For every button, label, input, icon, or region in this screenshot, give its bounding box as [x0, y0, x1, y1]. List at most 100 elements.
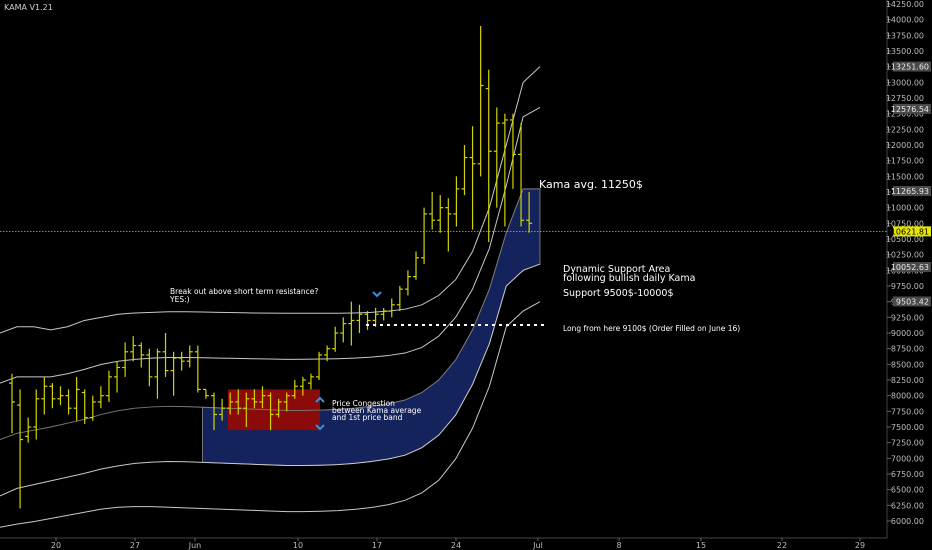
kama-avg-annotation: Kama avg. 11250$ [539, 178, 643, 191]
ohlc-bar [445, 198, 452, 252]
date-tick-label: 15 [696, 541, 706, 550]
price-label-box [893, 61, 931, 72]
price-tick-label: 13500.00 [886, 47, 924, 56]
date-tick-label: 22 [777, 541, 787, 550]
dynamic-support-label-1: Dynamic Support Area [563, 264, 670, 275]
date-tick-label: 8 [616, 541, 621, 550]
price-tick-label: 6500.00 [891, 486, 924, 495]
ohlc-bar [429, 192, 436, 230]
date-tick-label: 10 [293, 541, 303, 550]
price-tick-label: 10500.00 [886, 235, 924, 244]
ohlc-bar [388, 298, 395, 318]
price-tick-label: 8000.00 [891, 392, 924, 401]
date-tick-label: 29 [855, 541, 865, 550]
ohlc-bar [33, 389, 40, 440]
price-tick-label: 13000.00 [886, 78, 924, 87]
price-tick-label: 11500.00 [886, 172, 924, 181]
ohlc-bar [421, 207, 428, 265]
price-tick-label: 6250.00 [891, 501, 924, 510]
ohlc-bar [49, 383, 56, 409]
ohlc-bar [170, 351, 177, 396]
support-range-label: Support 9500$-10000$ [563, 288, 674, 299]
ohlc-bar [324, 345, 331, 362]
ohlc-bar [138, 342, 145, 368]
ohlc-bar [348, 301, 355, 346]
ohlc-bar [202, 388, 209, 399]
price-tick-label: 7250.00 [891, 439, 924, 448]
breakout-arrow-icon [372, 291, 382, 298]
breakout-label-2: YES:) [169, 295, 190, 304]
price-tick-label: 7750.00 [891, 407, 924, 416]
price-label-text: 10621.81 [891, 227, 929, 236]
price-label-box [893, 186, 931, 197]
ohlc-bar [235, 389, 242, 415]
lower-band-2-line [0, 301, 541, 528]
ohlc-bar [154, 348, 161, 399]
arrows [315, 291, 382, 431]
date-tick-label: 27 [130, 541, 140, 550]
indicator-title: KAMA V1.21 [4, 3, 53, 12]
price-label-box [893, 103, 931, 114]
ohlc-bar [509, 113, 516, 189]
congestion-label-3: and 1st price band [332, 413, 403, 422]
ohlc-bar [178, 351, 185, 371]
long-entry-label: Long from here 9100$ (Order Filled on Ju… [563, 324, 740, 333]
upper-band-2-line [0, 66, 541, 334]
ohlc-bar [299, 376, 306, 396]
ohlc-bar [461, 145, 468, 196]
price-tick-label: 8500.00 [891, 360, 924, 369]
ohlc-bar [356, 304, 363, 333]
ohlc-bar [105, 370, 112, 402]
price-axis[interactable]: 14250.0014000.0013750.0013500.0013250.00… [886, 0, 924, 526]
ohlc-bar [25, 417, 32, 443]
ohlc-bar [493, 107, 500, 208]
price-tick-label: 9000.00 [891, 329, 924, 338]
date-tick-label: Jul [532, 541, 543, 550]
ohlc-bar [114, 361, 121, 393]
price-label-text: 12576.54 [891, 105, 929, 114]
ohlc-bar [65, 389, 72, 415]
price-tick-label: 8750.00 [891, 345, 924, 354]
ohlc-bar [477, 25, 484, 177]
price-tick-label: 12750.00 [886, 94, 924, 103]
ohlc-bar [211, 392, 217, 431]
ohlc-bar [227, 392, 234, 415]
time-axis[interactable]: 20 27 Jun 10 17 24 Jul 8 15 22 29 [51, 538, 865, 550]
congestion-label-2: between Kama average [332, 406, 422, 415]
ohlc-bar [364, 311, 371, 330]
ohlc-bar [73, 376, 80, 421]
date-tick-label: 20 [51, 541, 61, 550]
ohlc-bar [501, 113, 508, 227]
ohlc-bar [122, 342, 129, 377]
date-tick-label: Jun [188, 541, 202, 550]
price-tick-label: 14250.00 [886, 0, 924, 9]
price-tick-label: 8250.00 [891, 376, 924, 385]
ohlc-bar [130, 336, 137, 362]
ohlc-bar [97, 386, 104, 409]
ohlc-bar [485, 69, 492, 243]
congestion-top-arrow-icon [315, 396, 325, 403]
ohlc-bar [162, 333, 169, 377]
ohlc-bar [194, 345, 201, 393]
price-tick-label: 12250.00 [886, 125, 924, 134]
ohlc-bar [275, 398, 282, 418]
ohlc-bar [469, 126, 476, 230]
price-tick-label: 10250.00 [886, 251, 924, 260]
lower-band-1-line [0, 263, 541, 497]
ohlc-bar [9, 373, 15, 434]
price-tick-label: 12000.00 [886, 141, 924, 150]
ohlc-bar [307, 373, 314, 390]
price-label-box [893, 296, 931, 307]
ohlc-bar [372, 307, 379, 327]
price-tick-label: 10750.00 [886, 219, 924, 228]
ohlc-bar [413, 251, 419, 280]
price-tick-label: 9750.00 [891, 282, 924, 291]
price-tick-label: 7500.00 [891, 423, 924, 432]
ohlc-bar [267, 392, 274, 431]
price-label-text: 11265.93 [891, 187, 929, 196]
ohlc-bar [453, 176, 460, 227]
ohlc-bar [380, 307, 387, 321]
ohlc-bars [9, 25, 533, 509]
ohlc-bar [316, 351, 323, 380]
